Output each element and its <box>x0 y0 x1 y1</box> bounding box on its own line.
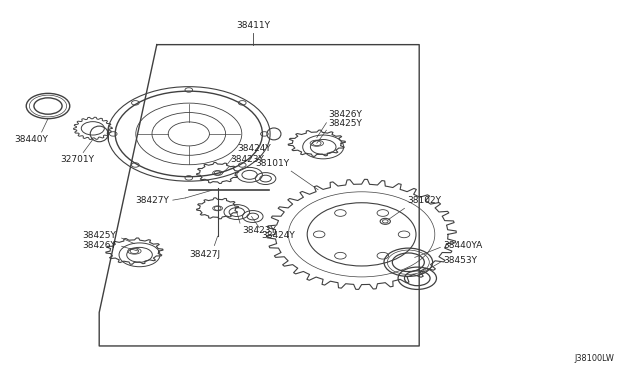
Text: 38423Y: 38423Y <box>242 226 276 235</box>
Text: 38425Y: 38425Y <box>328 119 362 128</box>
Text: 38423Y: 38423Y <box>230 155 264 164</box>
Text: 38425Y: 38425Y <box>83 231 116 240</box>
Text: 32701Y: 32701Y <box>60 155 94 164</box>
Text: J38100LW: J38100LW <box>575 354 614 363</box>
Text: 38453Y: 38453Y <box>443 256 477 265</box>
Text: 38101Y: 38101Y <box>255 159 289 168</box>
Text: 38102Y: 38102Y <box>407 196 441 205</box>
Text: 38426Y: 38426Y <box>83 241 116 250</box>
Text: 38440YA: 38440YA <box>443 241 482 250</box>
Text: 38426Y: 38426Y <box>328 110 362 119</box>
Text: 38424Y: 38424Y <box>261 231 295 240</box>
Text: 38411Y: 38411Y <box>236 21 270 30</box>
Text: 38440Y: 38440Y <box>14 135 47 144</box>
Text: 38424Y: 38424Y <box>237 144 271 153</box>
Text: 38427J: 38427J <box>189 250 220 259</box>
Text: 38427Y: 38427Y <box>136 196 170 205</box>
